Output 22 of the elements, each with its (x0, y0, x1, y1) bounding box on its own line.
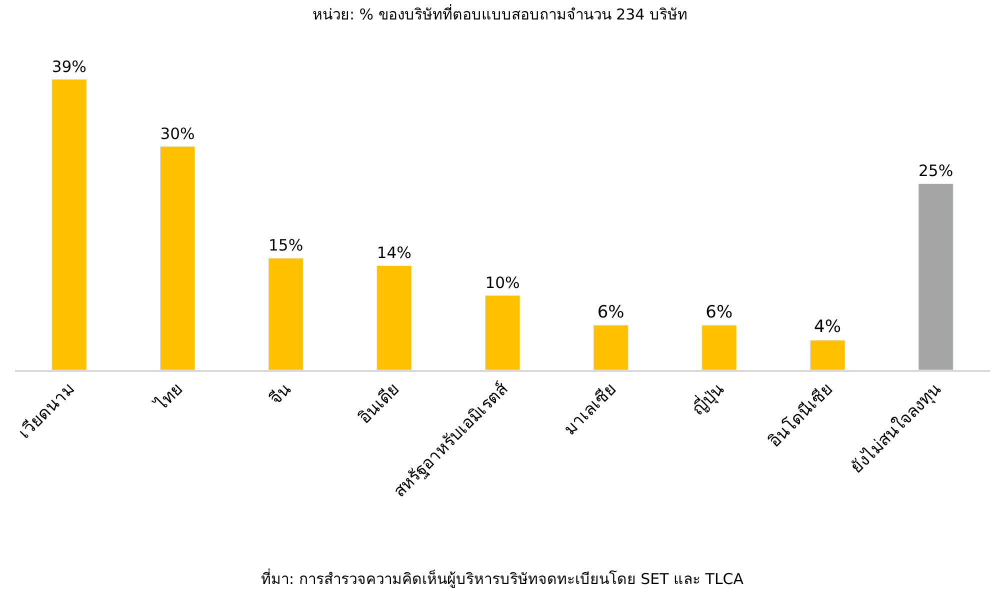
bar (918, 183, 954, 370)
data-label: 15% (268, 236, 304, 255)
chart-title: หน่วย: % ของบริษัทที่ตอบแบบสอบถามจำนวน 234 บริษัท (312, 3, 688, 24)
x-tick-label: ไทย (150, 378, 188, 416)
data-label: 39% (52, 58, 86, 76)
bar (484, 295, 520, 370)
bar (593, 325, 628, 370)
data-label: 25% (918, 162, 954, 180)
bar (702, 325, 737, 370)
data-label: 14% (376, 244, 412, 262)
bar (810, 340, 846, 370)
bar (160, 146, 196, 370)
x-tick-label: จีน (266, 379, 296, 409)
data-label: 4% (814, 317, 841, 338)
bar (376, 265, 412, 370)
data-label: 10% (485, 274, 520, 292)
bar (268, 258, 304, 370)
data-label: 6% (597, 302, 624, 322)
data-label: 6% (706, 302, 733, 322)
text: ที่มา: การสำรวจความคิดเห็นผู้บริหารบริษัทจดทะเบียนโดย SET และ TLCA (261, 568, 744, 588)
data-label: 30% (160, 124, 195, 143)
bar (52, 79, 87, 370)
